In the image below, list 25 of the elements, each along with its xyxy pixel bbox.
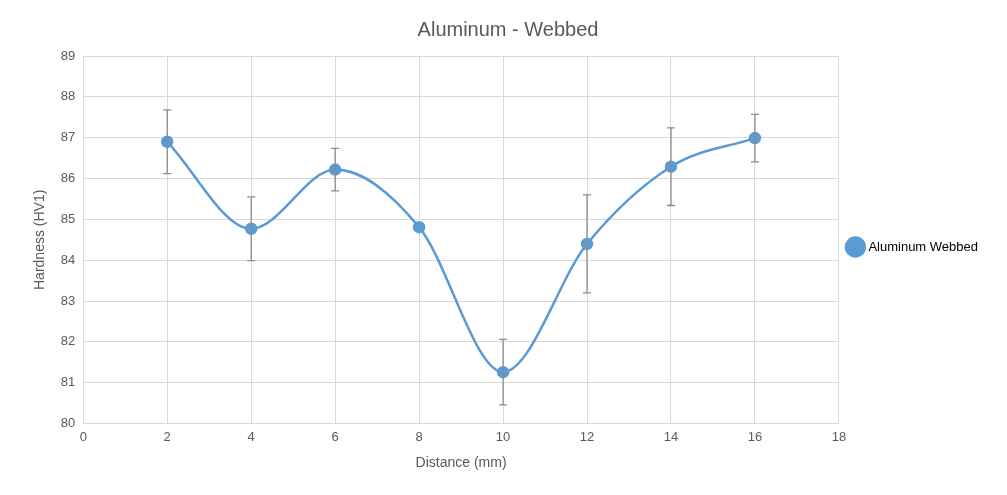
y-tick-label: 85 bbox=[60, 210, 76, 226]
x-tick-label: 16 bbox=[747, 428, 763, 444]
y-tick-label: 83 bbox=[60, 292, 76, 308]
x-tick-label: 4 bbox=[247, 428, 255, 444]
chart-title: Aluminum - Webbed bbox=[417, 17, 599, 40]
y-tick-label: 89 bbox=[60, 47, 76, 63]
x-tick-label: 18 bbox=[831, 428, 847, 444]
x-tick-label: 12 bbox=[579, 428, 595, 444]
y-axis-title: Hardness (HV1) bbox=[31, 189, 48, 290]
y-tick-label: 80 bbox=[60, 415, 76, 431]
x-tick-label: 8 bbox=[415, 428, 423, 444]
y-tick-label: 84 bbox=[60, 251, 76, 267]
x-tick-label: 14 bbox=[663, 428, 679, 444]
x-tick-label: 2 bbox=[163, 428, 171, 444]
y-tick-label: 81 bbox=[60, 374, 76, 390]
y-tick-label: 86 bbox=[60, 170, 76, 186]
y-tick-label: 88 bbox=[60, 88, 76, 104]
x-tick-label: 10 bbox=[495, 428, 511, 444]
legend-label: Aluminum Webbed bbox=[868, 238, 978, 254]
y-tick-label: 82 bbox=[60, 333, 76, 349]
x-tick-label: 0 bbox=[79, 428, 87, 444]
y-tick-label: 87 bbox=[60, 129, 76, 145]
x-tick-label: 6 bbox=[331, 428, 339, 444]
x-axis-title: Distance (mm) bbox=[415, 454, 507, 471]
point bbox=[412, 220, 426, 234]
